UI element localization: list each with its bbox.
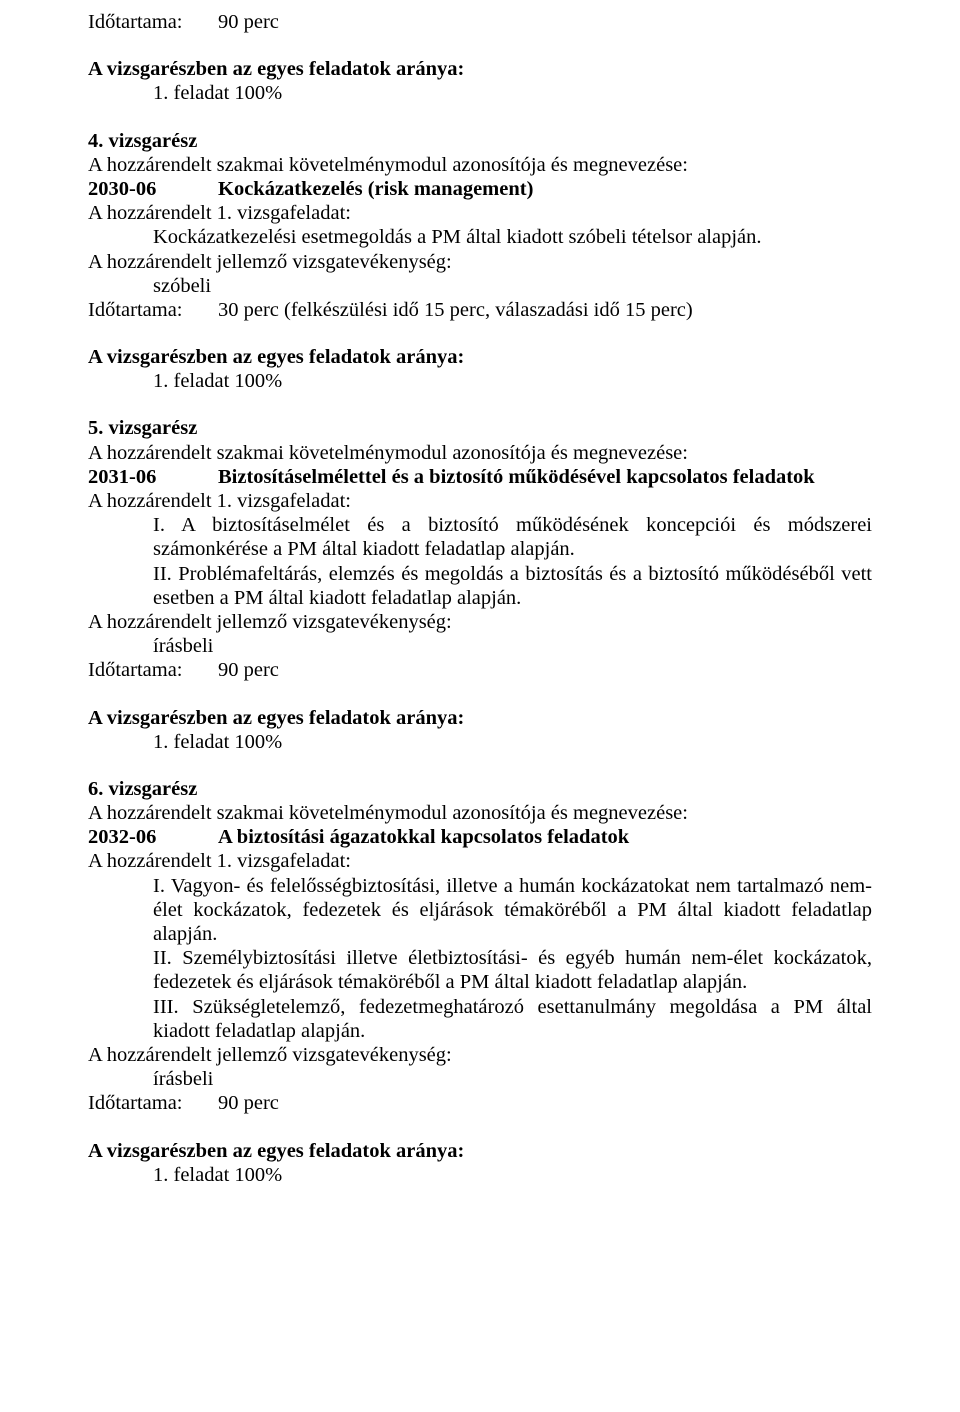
section-heading: 5. vizsgarész — [88, 416, 872, 440]
duration-row: Időtartama: 30 perc (felkészülési idő 15… — [88, 298, 872, 322]
duration-row: Időtartama: 90 perc — [88, 1091, 872, 1115]
task-desc-1: I. Vagyon- és felelősségbiztosítási, ill… — [88, 874, 872, 947]
ratio-line: 1. feladat 100% — [88, 730, 872, 754]
task-desc-3: III. Szükségletelemző, fedezetmeghatároz… — [88, 995, 872, 1043]
module-code: 2032-06 — [88, 825, 218, 849]
task-line: A hozzárendelt 1. vizsgafeladat: — [88, 489, 872, 513]
module-title: Kockázatkezelés (risk management) — [218, 177, 533, 201]
activity-type: írásbeli — [88, 634, 872, 658]
ratio-heading: A vizsgarészben az egyes feladatok arány… — [88, 57, 872, 81]
task-line: A hozzárendelt 1. vizsgafeladat: — [88, 201, 872, 225]
module-title: A biztosítási ágazatokkal kapcsolatos fe… — [218, 825, 629, 849]
activity-type: írásbeli — [88, 1067, 872, 1091]
ratio-heading: A vizsgarészben az egyes feladatok arány… — [88, 706, 872, 730]
module-intro: A hozzárendelt szakmai követelménymodul … — [88, 153, 872, 177]
ratio-line: 1. feladat 100% — [88, 369, 872, 393]
duration-row: Időtartama: 90 perc — [88, 10, 872, 34]
section-heading: 6. vizsgarész — [88, 777, 872, 801]
task-desc-1: I. A biztosításelmélet és a biztosító mű… — [88, 513, 872, 561]
module-code-title: 2032-06 A biztosítási ágazatokkal kapcso… — [88, 825, 872, 849]
activity-line: A hozzárendelt jellemző vizsgatevékenysé… — [88, 250, 872, 274]
duration-value: 90 perc — [218, 658, 279, 682]
module-intro: A hozzárendelt szakmai követelménymodul … — [88, 801, 872, 825]
module-code-title: 2031-06 Biztosításelmélettel és a biztos… — [88, 465, 872, 489]
module-intro: A hozzárendelt szakmai követelménymodul … — [88, 441, 872, 465]
ratio-heading: A vizsgarészben az egyes feladatok arány… — [88, 1139, 872, 1163]
ratio-heading: A vizsgarészben az egyes feladatok arány… — [88, 345, 872, 369]
duration-value: 30 perc (felkészülési idő 15 perc, válas… — [218, 298, 693, 322]
ratio-line: 1. feladat 100% — [88, 81, 872, 105]
module-title: Biztosításelmélettel és a biztosító műkö… — [218, 465, 815, 489]
duration-label: Időtartama: — [88, 10, 218, 34]
duration-label: Időtartama: — [88, 658, 218, 682]
activity-type: szóbeli — [88, 274, 872, 298]
activity-line: A hozzárendelt jellemző vizsgatevékenysé… — [88, 1043, 872, 1067]
task-line: A hozzárendelt 1. vizsgafeladat: — [88, 849, 872, 873]
task-desc-2: II. Problémafeltárás, elemzés és megoldá… — [88, 562, 872, 610]
activity-line: A hozzárendelt jellemző vizsgatevékenysé… — [88, 610, 872, 634]
duration-label: Időtartama: — [88, 1091, 218, 1115]
duration-label: Időtartama: — [88, 298, 218, 322]
section-heading: 4. vizsgarész — [88, 129, 872, 153]
duration-row: Időtartama: 90 perc — [88, 658, 872, 682]
duration-value: 90 perc — [218, 1091, 279, 1115]
module-code: 2031-06 — [88, 465, 218, 489]
module-code: 2030-06 — [88, 177, 218, 201]
duration-value: 90 perc — [218, 10, 279, 34]
ratio-line: 1. feladat 100% — [88, 1163, 872, 1187]
task-desc: Kockázatkezelési esetmegoldás a PM által… — [88, 225, 872, 249]
task-desc-2: II. Személybiztosítási illetve életbizto… — [88, 946, 872, 994]
module-code-title: 2030-06 Kockázatkezelés (risk management… — [88, 177, 872, 201]
